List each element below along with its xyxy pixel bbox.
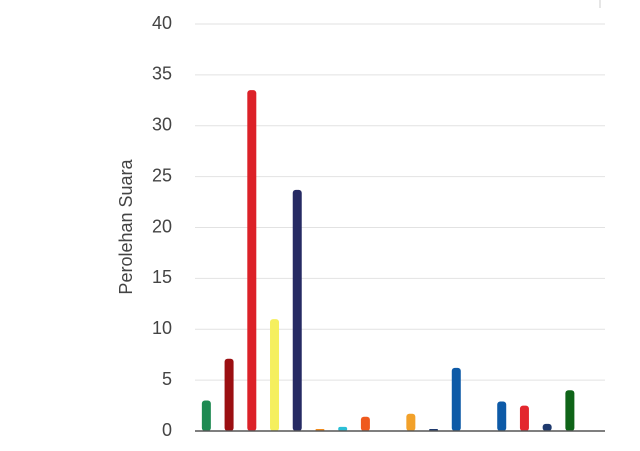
bar [292,189,302,431]
bar [565,390,575,431]
bar [451,367,461,431]
bar [519,405,529,431]
bar [224,358,234,431]
y-tick-label: 0 [162,420,172,440]
y-tick-label: 10 [152,318,172,338]
y-axis-label: Perolehan Suara [116,158,136,294]
y-tick-label: 25 [152,165,172,185]
bar [270,319,280,431]
bar [201,400,211,431]
bar [360,416,370,431]
y-tick-label: 20 [152,216,172,236]
y-tick-label: 5 [162,369,172,389]
bar [497,401,507,431]
y-tick-label: 35 [152,64,172,84]
bar [542,423,552,431]
y-tick-label: 40 [152,13,172,33]
bar [406,413,416,431]
y-tick-label: 15 [152,267,172,287]
bar [247,90,257,431]
y-tick-label: 30 [152,115,172,135]
bar [338,426,348,431]
